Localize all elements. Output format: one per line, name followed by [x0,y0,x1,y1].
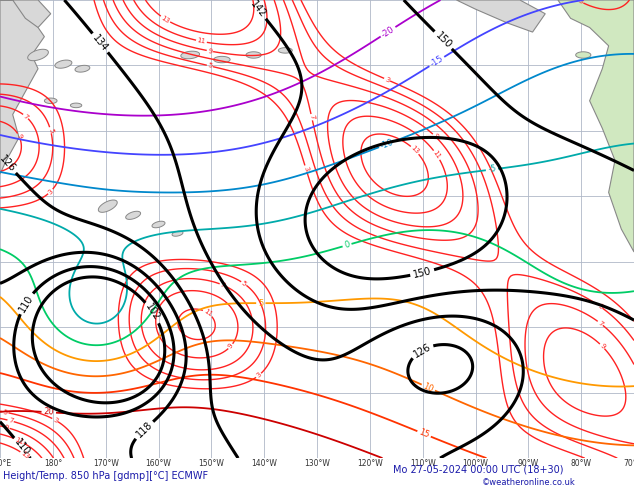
Text: 110: 110 [12,437,32,458]
Text: 11: 11 [14,436,25,445]
Text: 11: 11 [202,308,213,318]
Text: 118: 118 [134,420,154,440]
Polygon shape [456,0,545,32]
Text: 11: 11 [197,38,207,45]
Text: 9: 9 [207,48,212,54]
Text: 80°W: 80°W [571,459,592,468]
Polygon shape [28,49,48,61]
Text: 3: 3 [47,188,55,195]
Text: 7: 7 [8,417,13,424]
Text: 20: 20 [43,407,55,417]
Text: 120°W: 120°W [357,459,383,468]
Polygon shape [576,52,591,58]
Polygon shape [75,65,90,72]
Text: 110: 110 [17,293,35,314]
Text: 3: 3 [255,371,262,379]
Text: 126: 126 [411,342,432,359]
Text: 126: 126 [0,154,18,174]
Text: 9: 9 [598,343,606,350]
Text: 11: 11 [432,149,442,161]
Text: 13: 13 [20,450,30,460]
Polygon shape [246,52,261,58]
Polygon shape [214,56,230,63]
Text: 142: 142 [249,0,268,20]
Text: 5: 5 [3,409,8,416]
Text: 13: 13 [160,14,171,24]
Text: 7: 7 [597,319,604,327]
Text: 3: 3 [384,76,391,83]
Text: 140°W: 140°W [251,459,277,468]
Text: 3: 3 [577,0,584,5]
Text: 9: 9 [15,133,23,140]
Text: 170°E: 170°E [0,459,11,468]
Text: 180°: 180° [44,459,62,468]
Text: ©weatheronline.co.uk: ©weatheronline.co.uk [482,478,576,487]
Text: 7: 7 [308,114,315,120]
Polygon shape [172,231,183,236]
Polygon shape [55,60,72,68]
Text: 70°W: 70°W [623,459,634,468]
Text: 150: 150 [412,266,432,280]
Text: 5: 5 [240,280,247,287]
Text: 170°W: 170°W [93,459,119,468]
Text: 0: 0 [343,240,351,250]
Text: -15: -15 [429,54,445,69]
Text: 7: 7 [22,113,29,120]
Polygon shape [278,48,292,53]
Text: 90°W: 90°W [518,459,539,468]
Text: 150°W: 150°W [198,459,224,468]
Text: 15: 15 [418,428,430,440]
Text: 9: 9 [4,424,10,431]
Polygon shape [126,211,141,220]
Polygon shape [558,0,634,252]
Text: 134: 134 [91,33,110,53]
Polygon shape [0,0,51,27]
Polygon shape [44,98,57,103]
Polygon shape [181,51,200,59]
Polygon shape [70,103,82,108]
Text: 3: 3 [302,166,309,171]
Text: 7: 7 [219,281,226,289]
Text: 9: 9 [227,343,235,350]
Text: 5: 5 [207,63,213,70]
Text: 3: 3 [52,416,58,424]
Text: 160°W: 160°W [146,459,171,468]
Text: 130°W: 130°W [304,459,330,468]
Text: 9: 9 [432,133,439,140]
Text: 150: 150 [433,30,453,50]
Text: Mo 27-05-2024 00:00 UTC (18+30): Mo 27-05-2024 00:00 UTC (18+30) [393,465,564,474]
Text: 102: 102 [143,302,162,323]
Text: -10: -10 [379,137,395,150]
Polygon shape [98,200,117,212]
Polygon shape [0,0,44,174]
Polygon shape [152,221,165,228]
Text: Height/Temp. 850 hPa [gdmp][°C] ECMWF: Height/Temp. 850 hPa [gdmp][°C] ECMWF [3,471,209,481]
Text: -20: -20 [380,24,396,39]
Text: 13: 13 [410,145,420,155]
Text: -5: -5 [488,165,496,174]
Text: 110°W: 110°W [410,459,436,468]
Text: 5: 5 [47,127,54,133]
Text: 10: 10 [422,381,435,394]
Text: 100°W: 100°W [463,459,488,468]
Text: 5: 5 [258,298,264,308]
Text: 5: 5 [597,303,604,310]
